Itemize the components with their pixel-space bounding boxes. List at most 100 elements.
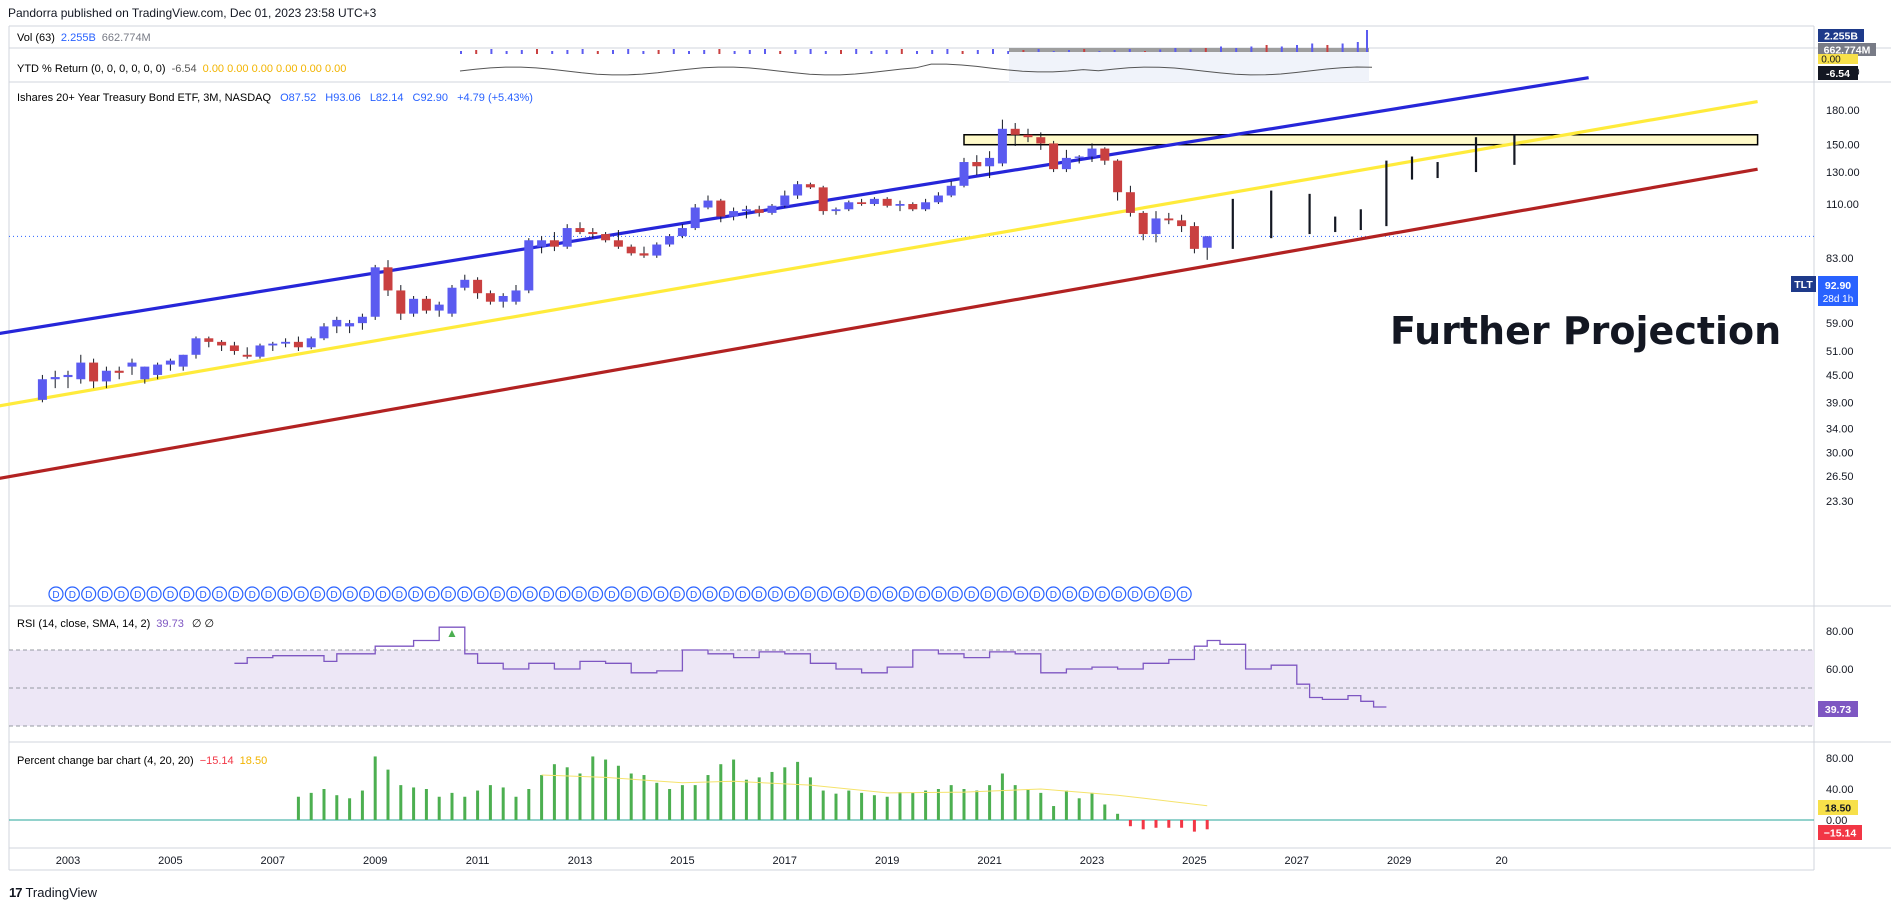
- volume-bar: [672, 49, 675, 54]
- pct-tick-label: 40.00: [1826, 784, 1854, 796]
- volume-bar: [627, 49, 630, 54]
- candle-body: [1010, 128, 1020, 135]
- candle-body: [1100, 148, 1110, 161]
- dividend-label: D: [1131, 590, 1138, 601]
- pct-tick-label: 0.00: [1826, 815, 1847, 827]
- dividend-circle: [48, 586, 64, 602]
- candle-body: [370, 267, 380, 317]
- dividend-marker: D: [244, 586, 260, 602]
- dividend-label: D: [1115, 590, 1122, 601]
- resistance-zone[interactable]: [963, 134, 1759, 146]
- price-tag: [1818, 276, 1858, 306]
- dividend-circle: [113, 586, 130, 602]
- volume-label: Vol (63) 2.255B 662.774M: [17, 32, 151, 44]
- dividend-marker: D: [898, 586, 914, 602]
- dividend-label: D: [625, 590, 632, 601]
- y-tick-label: 51.00: [1826, 346, 1854, 358]
- ytd-zero-tag: [1818, 54, 1858, 64]
- dividend-marker: D: [555, 586, 571, 602]
- candle-body: [37, 379, 47, 400]
- dividend-marker: D: [326, 586, 342, 602]
- dividend-circle: [735, 586, 751, 602]
- pct-bar: [565, 767, 569, 820]
- x-tick-label: 2009: [363, 855, 387, 867]
- pct-axis: 80.00 40.00 0.00: [1826, 753, 1854, 827]
- candle-body: [1023, 134, 1033, 138]
- pct-bar: [616, 765, 620, 820]
- dividend-marker: D: [800, 586, 816, 602]
- rsi-label: RSI (14, close, SMA, 14, 2) 39.73 ∅ ∅: [17, 618, 214, 630]
- volume-bar: [505, 51, 508, 54]
- dividend-label: D: [1164, 590, 1171, 601]
- candle-body: [306, 338, 316, 348]
- x-tick-label: 2007: [261, 855, 285, 867]
- candle-body: [588, 232, 598, 235]
- candle-body: [511, 290, 521, 302]
- dividend-circle: [604, 586, 620, 602]
- pane-borders: [8, 25, 1891, 871]
- dividend-label: D: [854, 590, 861, 601]
- dividend-circle: [457, 586, 473, 602]
- dividend-circle: [1029, 586, 1045, 602]
- pct-bar: [796, 761, 800, 820]
- dividend-marker: D: [1029, 586, 1045, 602]
- volume-bar: [612, 50, 614, 54]
- dividend-circle: [228, 586, 244, 602]
- candle-body: [165, 360, 175, 365]
- dividend-circle: [833, 586, 849, 602]
- dividend-marker: D: [882, 586, 898, 602]
- candle-body: [1189, 226, 1199, 249]
- volume-bar: [566, 50, 569, 54]
- dividend-label: D: [249, 590, 256, 601]
- volume-bar: [1250, 46, 1253, 54]
- dividend-label: D: [85, 590, 92, 601]
- dividend-circle: [293, 586, 309, 602]
- pct-bar: [437, 796, 441, 820]
- dividend-circle: [179, 586, 195, 602]
- ytd-label: YTD % Return (0, 0, 0, 0, 0, 0) -6.54 0.00…: [17, 63, 346, 75]
- candle-body: [869, 198, 879, 205]
- dividend-label: D: [919, 590, 926, 601]
- pct-bar: [476, 790, 480, 820]
- pct-tag-1-text: 18.50: [1825, 803, 1851, 815]
- candle-body: [959, 162, 969, 186]
- dividend-circle: [97, 586, 113, 602]
- y-tick-label: 150.00: [1826, 140, 1860, 152]
- dividend-label: D: [298, 590, 305, 601]
- volume-bar: [1204, 48, 1207, 54]
- pct-bar: [885, 796, 889, 820]
- further-projection-annotation[interactable]: Further Projection: [1390, 309, 1781, 353]
- footer[interactable]: 17 TradingView: [9, 885, 97, 900]
- pct-bar: [591, 756, 595, 820]
- candle-body: [127, 362, 137, 367]
- dividend-marker: D: [1062, 586, 1078, 602]
- dividend-label: D: [935, 590, 942, 601]
- pane-labels: Vol (63) 2.255B 662.774M YTD % Return (0, …: [17, 32, 1781, 767]
- dividend-label: D: [52, 590, 59, 601]
- y-tick-label: 23.30: [1826, 496, 1854, 508]
- volume-bar: [779, 51, 782, 54]
- candle-body: [191, 338, 201, 355]
- dividend-label: D: [1099, 590, 1106, 601]
- dividend-marker: D: [849, 586, 865, 602]
- dividend-label: D: [657, 590, 664, 601]
- volume-bar: [475, 50, 478, 54]
- dividend-label: D: [739, 590, 746, 601]
- dividend-marker: D: [980, 586, 996, 602]
- dividend-circle: [1127, 586, 1143, 602]
- dividend-circle: [767, 586, 784, 602]
- dividend-marker: D: [506, 586, 522, 602]
- dividend-circle: [310, 586, 326, 602]
- dividend-marker: D: [391, 586, 407, 602]
- dividend-label: D: [461, 590, 468, 601]
- dividend-marker: D: [342, 586, 358, 602]
- dividend-circle: [1045, 586, 1061, 602]
- pct-bar: [898, 792, 902, 820]
- pct-bar: [680, 785, 684, 820]
- dividend-circle: [931, 586, 947, 602]
- ticker-tag: [1791, 276, 1816, 292]
- candle-body: [421, 298, 431, 311]
- dividend-label: D: [494, 590, 501, 601]
- y-tick-label: 39.00: [1826, 397, 1854, 409]
